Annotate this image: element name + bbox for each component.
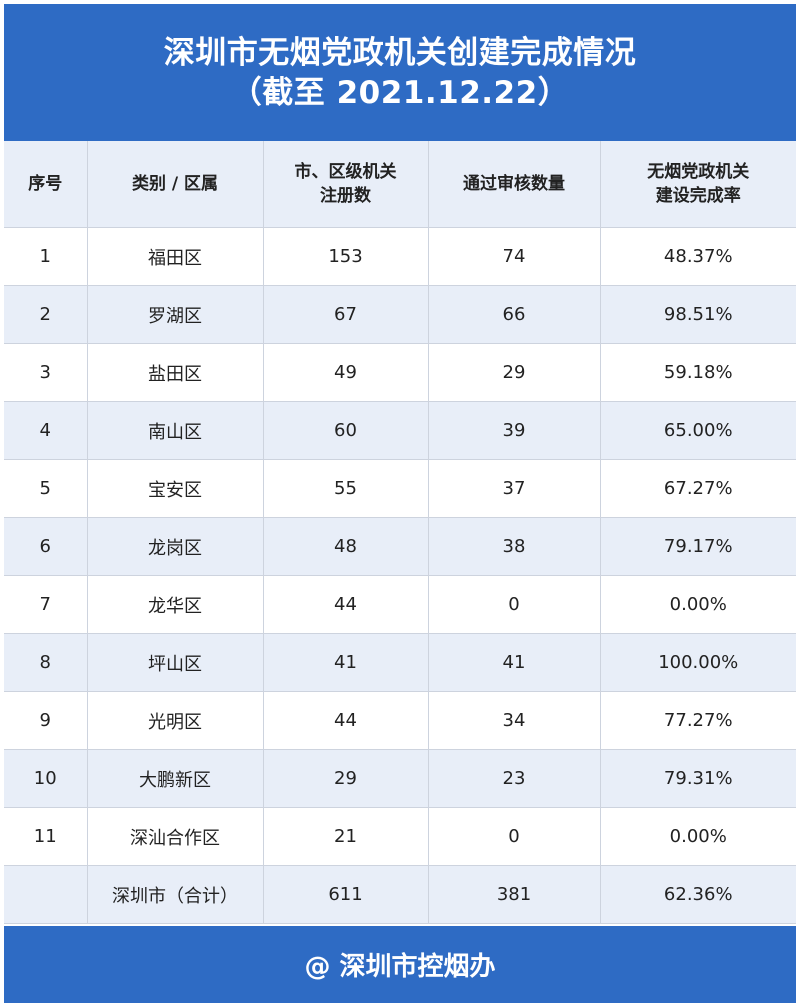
- table-row: 8 坪山区 41 41 100.00%: [4, 633, 796, 692]
- header-text: 类别 / 区属: [131, 174, 219, 194]
- cell-district: 龙岗区: [86, 517, 264, 576]
- cell-rate: 59.18%: [599, 343, 796, 402]
- cell-registered: 55: [262, 459, 429, 518]
- cell-rate: 77.27%: [599, 691, 796, 750]
- header-district: 类别 / 区属: [86, 141, 264, 228]
- header-text: 注册数: [320, 186, 371, 206]
- cell-district: 龙华区: [86, 575, 264, 634]
- cell-index: 4: [4, 401, 88, 460]
- cell-district: 大鹏新区: [86, 749, 264, 808]
- cell-index: 7: [4, 575, 88, 634]
- cell-rate: 48.37%: [599, 227, 796, 286]
- header-rate: 无烟党政机关 建设完成率: [599, 141, 796, 228]
- cell-index: [4, 865, 88, 924]
- cell-index: 8: [4, 633, 88, 692]
- table-header-row: 序号 类别 / 区属 市、区级机关 注册数 通过审核数量 无烟党政机关 建设完成率: [4, 141, 796, 228]
- cell-approved: 0: [427, 807, 601, 866]
- table-row: 2 罗湖区 67 66 98.51%: [4, 285, 796, 344]
- cell-index: 5: [4, 459, 88, 518]
- cell-registered: 153: [262, 227, 429, 286]
- cell-registered: 29: [262, 749, 429, 808]
- total-row: 深圳市（合计） 611 381 62.36%: [4, 865, 796, 924]
- cell-registered: 44: [262, 691, 429, 750]
- cell-rate: 100.00%: [599, 633, 796, 692]
- cell-approved: 39: [427, 401, 601, 460]
- header-text: 序号: [28, 174, 63, 194]
- cell-approved: 41: [427, 633, 601, 692]
- cell-rate: 79.31%: [599, 749, 796, 808]
- header-text: 市、区级机关: [294, 162, 397, 182]
- cell-registered: 48: [262, 517, 429, 576]
- cell-approved: 74: [427, 227, 601, 286]
- footer-banner: @ 深圳市控烟办: [4, 926, 796, 1003]
- cell-index: 1: [4, 227, 88, 286]
- cell-district: 光明区: [86, 691, 264, 750]
- table-row: 7 龙华区 44 0 0.00%: [4, 575, 796, 634]
- cell-rate: 62.36%: [599, 865, 796, 924]
- cell-rate: 0.00%: [599, 807, 796, 866]
- cell-registered: 49: [262, 343, 429, 402]
- title-banner: 深圳市无烟党政机关创建完成情况 （截至 2021.12.22）: [4, 4, 796, 141]
- cell-index: 6: [4, 517, 88, 576]
- completion-table: 序号 类别 / 区属 市、区级机关 注册数 通过审核数量 无烟党政机关 建设完成率 …: [4, 141, 796, 924]
- cell-approved: 34: [427, 691, 601, 750]
- header-index: 序号: [4, 141, 88, 228]
- cell-rate: 0.00%: [599, 575, 796, 634]
- cell-district: 罗湖区: [86, 285, 264, 344]
- cell-registered: 41: [262, 633, 429, 692]
- cell-approved: 0: [427, 575, 601, 634]
- cell-district: 盐田区: [86, 343, 264, 402]
- cell-approved: 381: [427, 865, 601, 924]
- cell-registered: 67: [262, 285, 429, 344]
- table-row: 3 盐田区 49 29 59.18%: [4, 343, 796, 402]
- table-row: 9 光明区 44 34 77.27%: [4, 691, 796, 750]
- cell-rate: 79.17%: [599, 517, 796, 576]
- header-approved: 通过审核数量: [427, 141, 601, 228]
- cell-index: 2: [4, 285, 88, 344]
- cell-registered: 611: [262, 865, 429, 924]
- title-line-1: 深圳市无烟党政机关创建完成情况: [163, 34, 637, 71]
- cell-registered: 60: [262, 401, 429, 460]
- cell-rate: 98.51%: [599, 285, 796, 344]
- cell-registered: 44: [262, 575, 429, 634]
- table-row: 10 大鹏新区 29 23 79.31%: [4, 749, 796, 808]
- cell-index: 11: [4, 807, 88, 866]
- cell-approved: 38: [427, 517, 601, 576]
- cell-rate: 67.27%: [599, 459, 796, 518]
- cell-index: 9: [4, 691, 88, 750]
- cell-district: 南山区: [86, 401, 264, 460]
- cell-district: 宝安区: [86, 459, 264, 518]
- table-row: 6 龙岗区 48 38 79.17%: [4, 517, 796, 576]
- cell-approved: 23: [427, 749, 601, 808]
- cell-approved: 37: [427, 459, 601, 518]
- table-row: 4 南山区 60 39 65.00%: [4, 401, 796, 460]
- cell-district: 深汕合作区: [86, 807, 264, 866]
- cell-registered: 21: [262, 807, 429, 866]
- cell-approved: 29: [427, 343, 601, 402]
- cell-index: 10: [4, 749, 88, 808]
- header-text: 无烟党政机关: [647, 162, 750, 182]
- header-text: 通过审核数量: [463, 174, 565, 194]
- header-text: 建设完成率: [655, 186, 741, 206]
- cell-index: 3: [4, 343, 88, 402]
- table-row: 11 深汕合作区 21 0 0.00%: [4, 807, 796, 866]
- cell-district: 福田区: [86, 227, 264, 286]
- cell-district: 坪山区: [86, 633, 264, 692]
- header-registered: 市、区级机关 注册数: [262, 141, 429, 228]
- cell-rate: 65.00%: [599, 401, 796, 460]
- cell-approved: 66: [427, 285, 601, 344]
- table-row: 5 宝安区 55 37 67.27%: [4, 459, 796, 518]
- table-row: 1 福田区 153 74 48.37%: [4, 227, 796, 286]
- cell-district: 深圳市（合计）: [86, 865, 264, 924]
- title-line-2: （截至 2021.12.22）: [230, 74, 570, 111]
